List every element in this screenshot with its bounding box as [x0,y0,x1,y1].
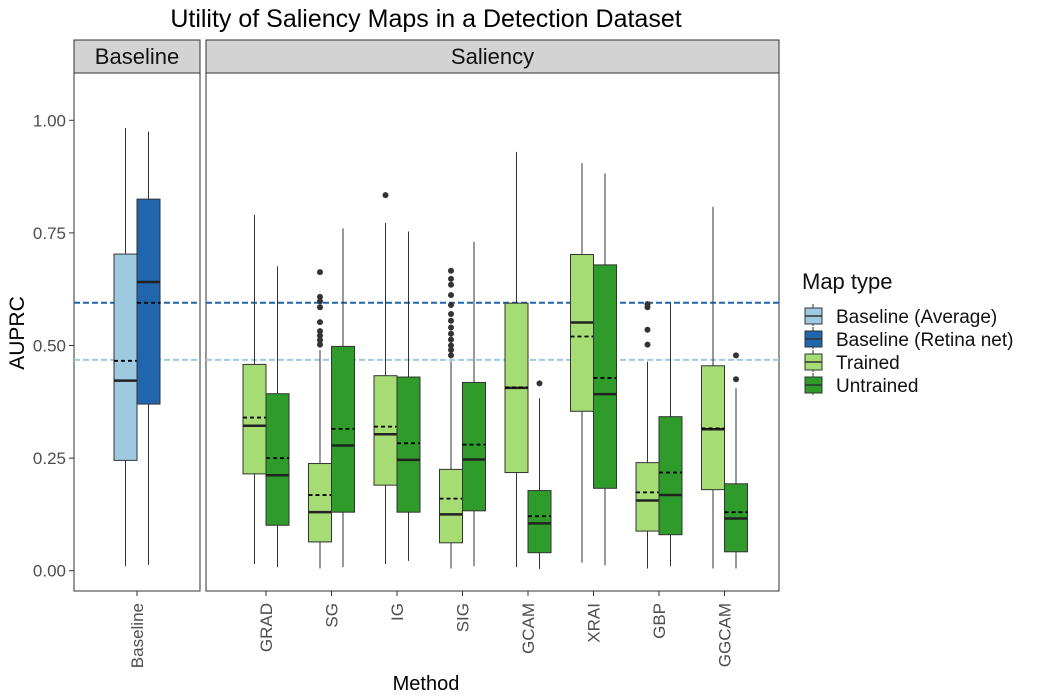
outlier-point [317,332,323,339]
box-ggcam-untrained [724,352,748,569]
box-sg-untrained [331,228,355,568]
outlier-point [317,337,323,344]
legend-label: Trained [836,353,900,374]
outlier-point [317,269,323,276]
box-sig-untrained [462,241,486,567]
facet-strip-label: Saliency [451,44,534,69]
outlier-point [317,298,323,305]
box-body [373,375,398,486]
outlier-point [448,336,454,343]
box-gbp-untrained [658,302,683,567]
outlier-point [733,376,739,383]
box-sg-trained [308,269,332,569]
outlier-point [448,301,454,308]
outlier-point [448,352,454,359]
box-ggcam-trained [701,206,725,569]
outlier-point [448,347,454,354]
y-tick-label: 1.00 [33,111,66,130]
box-gcam-trained [504,151,529,568]
x-tick-label: SIG [454,603,473,632]
outlier-point [644,341,651,348]
y-axis-label: AUPRC [6,296,29,370]
box-body [136,198,161,405]
outlier-point [448,292,454,299]
x-tick-label: GCAM [519,603,538,654]
outlier-point [317,293,323,300]
outlier-point [448,267,454,274]
legend-entry: Baseline (Retina net) [804,327,1013,351]
x-tick-label: SG [323,603,342,628]
box-body [242,363,267,475]
x-tick-label: Baseline [128,603,147,668]
y-tick-label: 0.00 [33,562,66,581]
box-body [527,490,552,554]
y-tick-label: 0.50 [33,337,66,356]
outlier-point [317,328,323,335]
plot-panels: Baseline 0.00 0.25 0.50 0.75 1.00 Baseline Sali… [33,39,780,668]
box-body [439,468,463,544]
legend-entry: Trained [804,350,900,374]
outlier-point [536,380,543,387]
outlier-point [448,317,454,324]
box-body [593,264,617,489]
outlier-point [317,341,323,348]
y-tick-label: 0.25 [33,449,66,468]
outlier-point [382,192,389,199]
x-tick-label: GRAD [257,603,276,652]
outlier-point [448,275,454,282]
box-body [658,416,683,536]
outlier-point [448,324,454,331]
outlier-point [733,352,739,359]
box-body [308,463,332,543]
box-xrai-untrained [593,173,617,566]
outlier-point [644,326,651,333]
facet-strip-label: Baseline [95,44,179,69]
facet-panel-baseline: Baseline 0.00 0.25 0.50 0.75 1.00 Baseline [33,39,201,668]
legend-entry: Baseline (Average) [804,304,997,328]
box-ig-untrained [396,231,421,561]
box-body [265,393,290,526]
box-body [113,253,138,461]
box-body [396,376,421,513]
legend-label: Baseline (Average) [836,307,997,328]
box-grad-trained [242,214,267,564]
box-body [570,254,594,412]
outlier-point [448,281,454,288]
chart-title: Utility of Saliency Maps in a Detection … [170,5,681,33]
outlier-point [644,301,651,308]
legend: Map type Baseline (Average)Baseline (Reti… [802,269,1013,397]
facet-panel-saliency: Saliency GRAD SG IG SIG GCAM XRAI GBP GGCAM [205,39,780,667]
box-grad-untrained [265,266,290,568]
outlier-point [317,319,323,326]
box-baseline-baseline-average [113,127,138,567]
y-tick-label: 0.75 [33,224,66,243]
legend-label: Untrained [836,376,918,397]
box-gcam-untrained [527,380,552,569]
outlier-point [317,304,323,311]
x-tick-label: GGCAM [716,603,735,667]
facet-panel-frame [205,72,780,592]
box-sig-trained [439,267,463,569]
outlier-point [448,330,454,337]
outlier-point [448,310,454,317]
x-axis-label: Method [393,673,460,695]
legend-entry: Untrained [804,373,918,397]
box-body [462,381,486,512]
facet-strip [73,39,201,74]
x-tick-label: IG [388,603,407,621]
outlier-point [448,342,454,349]
box-body [635,462,660,532]
legend-label: Baseline (Retina net) [836,330,1013,351]
x-tick-label: XRAI [585,603,604,643]
box-baseline-baseline-retina-net [136,131,161,565]
legend-title: Map type [802,269,893,294]
x-tick-label: GBP [650,603,669,639]
